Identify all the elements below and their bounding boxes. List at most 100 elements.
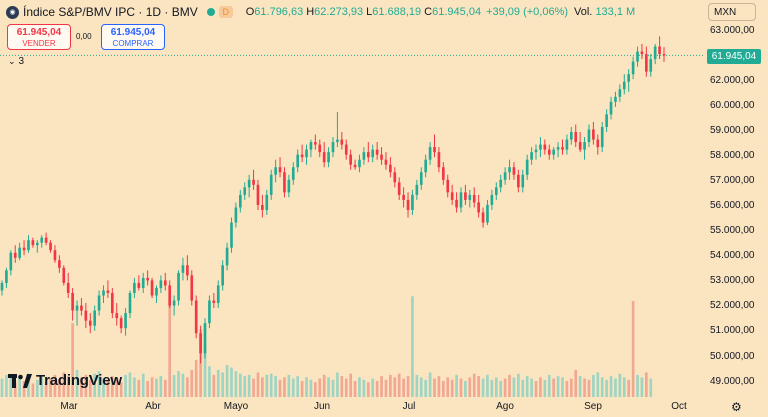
candle-body [525, 159, 529, 175]
candle-body [115, 313, 119, 319]
candle [159, 275, 163, 293]
candle-body [190, 275, 194, 301]
candle [393, 167, 397, 188]
volume-bar [424, 379, 428, 397]
candle-body [137, 282, 141, 288]
close-key: C [424, 6, 433, 18]
candle-body [645, 54, 648, 72]
candle [662, 47, 666, 62]
candle [247, 174, 251, 198]
volume-bar [40, 377, 44, 397]
price-tick: 50.000,00 [710, 351, 755, 362]
candle-body [636, 51, 639, 62]
candle [609, 96, 613, 120]
volume-bar [58, 379, 61, 397]
candle [362, 147, 366, 165]
volume-bar [375, 381, 379, 397]
candle-body [384, 159, 388, 165]
candle [653, 43, 657, 65]
candle [587, 124, 591, 148]
candle-body [371, 149, 375, 158]
volume-bar [428, 372, 432, 397]
volume-bar [318, 378, 322, 397]
candle [208, 295, 211, 329]
buy-button[interactable]: 61.945,04 COMPRAR [101, 24, 165, 50]
candle [309, 139, 313, 158]
volume-bar [283, 377, 286, 397]
symbol-title[interactable]: Índice S&P/BMV IPC · 1D · BMV [23, 5, 198, 19]
volume-bar [645, 372, 648, 397]
currency-select[interactable]: MXN [708, 3, 756, 21]
sell-label: VENDER [22, 39, 56, 48]
candle [455, 192, 458, 213]
candle-body [35, 242, 39, 246]
candle [35, 240, 39, 253]
volume-bar [389, 374, 392, 397]
volume-bar [296, 376, 300, 397]
volume-bar [415, 374, 419, 397]
candle-body [477, 202, 480, 213]
volume-bar [366, 382, 370, 397]
volume-bar [340, 376, 344, 397]
low-key: L [366, 6, 373, 18]
candle-body [380, 154, 383, 160]
candle [278, 157, 282, 178]
candle-body [225, 247, 229, 266]
volume-bar [243, 376, 247, 397]
candle [133, 277, 136, 299]
candle [190, 270, 194, 306]
candle [66, 272, 70, 299]
candle-body [212, 300, 216, 304]
market-status-icon[interactable] [205, 7, 216, 17]
candle-body [596, 139, 600, 148]
volume-bar [499, 381, 503, 397]
candle [349, 149, 352, 170]
candle [186, 255, 189, 281]
volume-value: 133,1 M [595, 6, 636, 18]
candle [115, 303, 119, 326]
candle [614, 91, 617, 107]
candle-body [128, 292, 132, 314]
volume-bar [18, 377, 21, 397]
data-source-badge[interactable]: D [218, 6, 233, 18]
candle [499, 174, 503, 193]
candle-body [622, 81, 626, 90]
volume-bar [384, 379, 388, 397]
candle [645, 46, 648, 77]
sell-button[interactable]: 61.945,04 VENDER [7, 24, 71, 50]
candle-body [265, 194, 269, 210]
indicators-toggle[interactable]: ⌄ 3 [8, 56, 24, 67]
candle [172, 295, 176, 316]
candle-body [490, 194, 494, 205]
volume-bar [163, 379, 167, 397]
candle-body [9, 252, 13, 271]
candle [58, 255, 61, 273]
candle-body [172, 300, 176, 306]
candle-body [486, 204, 489, 223]
volume-bar [521, 379, 525, 397]
tradingview-logo[interactable]: TradingView [8, 372, 122, 389]
candle-body [574, 132, 578, 143]
candle [552, 147, 555, 160]
candle [442, 162, 445, 185]
candle [53, 245, 57, 263]
price-tick: 49.000,00 [710, 376, 755, 387]
volume-bar [221, 372, 224, 397]
volume-bar [583, 378, 586, 397]
volume-bar [402, 378, 405, 397]
candle-body [411, 194, 414, 210]
volume-bar [177, 371, 180, 397]
volume-bar [358, 377, 361, 397]
candle-body [543, 144, 547, 150]
candle [221, 260, 224, 291]
candle-body [662, 54, 666, 56]
volume-bar [490, 379, 494, 397]
candle [93, 305, 97, 331]
candle [397, 177, 401, 200]
candle [486, 199, 489, 226]
settings-gear-icon[interactable]: ⚙ [731, 400, 742, 414]
volume-bar [486, 374, 489, 397]
candle-body [44, 237, 48, 243]
volume-bar [265, 374, 269, 397]
